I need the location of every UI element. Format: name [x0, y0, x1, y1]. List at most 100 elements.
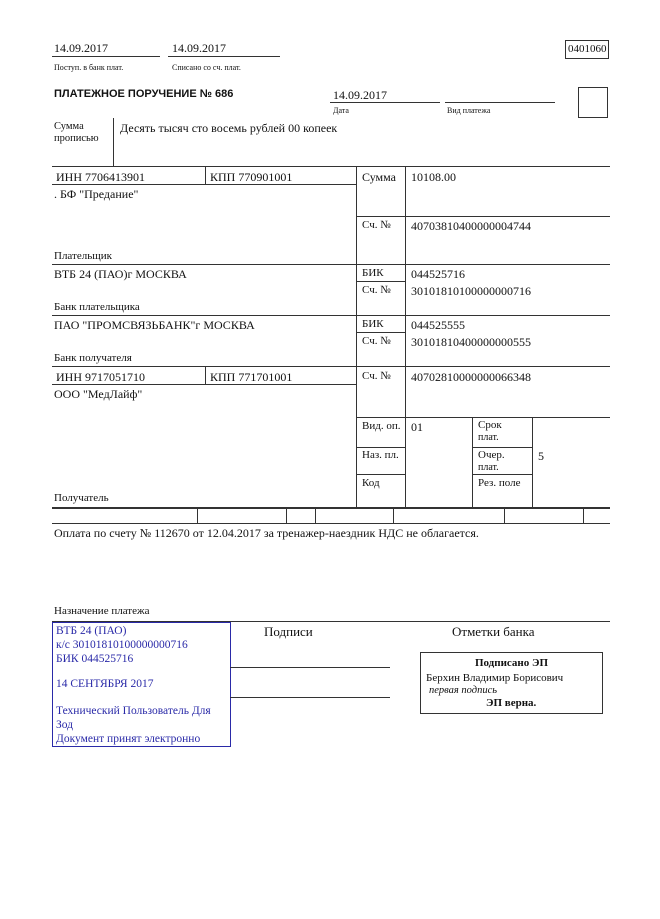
divider — [445, 102, 555, 103]
divider — [197, 507, 198, 523]
rez-label: Рез. поле — [478, 477, 521, 489]
payee-bank-name: ПАО "ПРОМСВЯЗЬБАНК"г МОСКВА — [54, 318, 255, 332]
stamp-line: к/с 30101810100000000716 — [56, 639, 188, 651]
payment-type-label: Вид платежа — [447, 106, 491, 115]
payment-purpose: Оплата по счету № 112670 от 12.04.2017 з… — [54, 526, 479, 540]
signature-line — [230, 667, 390, 668]
divider — [52, 166, 610, 167]
payee-bank-account: 30101810400000000555 — [411, 335, 531, 349]
divider — [113, 118, 114, 166]
payer-bank-bik: 044525716 — [411, 267, 465, 281]
divider — [52, 523, 610, 524]
divider — [52, 56, 160, 57]
divider — [168, 56, 280, 57]
received-label: Поступ. в банк плат. — [54, 63, 124, 72]
divider — [583, 507, 584, 523]
divider — [52, 366, 610, 367]
debited-label: Списано со сч. плат. — [172, 63, 241, 72]
divider — [472, 447, 532, 448]
vid-op-value: 01 — [411, 420, 423, 434]
signature-verdict: ЭП верна. — [486, 697, 537, 709]
payer-inn: ИНН 7706413901 — [56, 170, 145, 184]
divider — [472, 417, 473, 507]
divider — [52, 621, 610, 622]
form-code-box: 0401060 — [565, 40, 609, 59]
signature-box: Подписано ЭП Берхин Владимир Борисович п… — [420, 652, 603, 714]
vid-op-label: Вид. оп. — [362, 420, 401, 432]
payee-account: 40702810000000066348 — [411, 370, 531, 384]
divider — [405, 166, 406, 507]
stamp-line: ВТБ 24 (ПАО) — [56, 625, 127, 637]
stamp-line: 14 СЕНТЯБРЯ 2017 — [56, 678, 154, 690]
divider — [504, 507, 505, 523]
sum-label: Сумма — [362, 170, 396, 184]
divider — [356, 166, 357, 507]
account-label: Сч. № — [362, 370, 391, 382]
account-label: Сч. № — [362, 219, 391, 231]
naz-pl-label: Наз. пл. — [362, 449, 399, 461]
bank-stamp: ВТБ 24 (ПАО) к/с 30101810100000000716 БИ… — [52, 622, 231, 747]
stamp-line: Технический Пользователь Для — [56, 705, 211, 717]
date-label: Дата — [333, 106, 349, 115]
payee-bank-label: Банк получателя — [54, 352, 132, 364]
bik-label: БИК — [362, 318, 384, 330]
divider — [205, 366, 206, 384]
divider — [52, 264, 610, 265]
stamp-line: Зод — [56, 719, 74, 731]
divider — [472, 474, 532, 475]
divider — [286, 507, 287, 523]
payer-bank-label: Банк плательщика — [54, 301, 140, 313]
received-date: 14.09.2017 — [54, 41, 108, 55]
page-title: ПЛАТЕЖНОЕ ПОРУЧЕНИЕ № 686 — [54, 88, 234, 100]
divider — [52, 384, 356, 385]
account-label: Сч. № — [362, 335, 391, 347]
divider — [52, 507, 610, 509]
payee-inn: ИНН 9717051710 — [56, 370, 145, 384]
payee-name: ООО "МедЛайф" — [54, 387, 143, 401]
signer-role: первая подпись — [429, 685, 498, 696]
signatures-label: Подписи — [264, 624, 313, 639]
payer-bank-account: 30101810100000000716 — [411, 284, 531, 298]
payment-type-box — [578, 87, 608, 118]
ocher-value: 5 — [538, 449, 544, 463]
divider — [315, 507, 316, 523]
divider — [52, 184, 356, 185]
form-code: 0401060 — [568, 43, 607, 55]
stamp-line: Документ принят электронно — [56, 733, 201, 745]
bik-label: БИК — [362, 267, 384, 279]
signature-line — [230, 697, 390, 698]
payee-kpp: КПП 771701001 — [210, 370, 293, 384]
divider — [356, 417, 610, 418]
payer-bank-name: ВТБ 24 (ПАО)г МОСКВА — [54, 267, 187, 281]
divider — [356, 447, 405, 448]
ocher-label: Очер. — [478, 449, 505, 461]
divider — [356, 281, 405, 282]
divider — [356, 474, 405, 475]
bank-marks-label: Отметки банка — [452, 624, 535, 639]
payee-bank-bik: 044525555 — [411, 318, 465, 332]
divider — [356, 216, 610, 217]
amount: 10108.00 — [411, 170, 456, 184]
divider — [393, 507, 394, 523]
stamp-line: БИК 044525716 — [56, 653, 134, 665]
payer-label: Плательщик — [54, 250, 112, 262]
divider — [330, 102, 440, 103]
divider — [52, 315, 610, 316]
divider — [205, 166, 206, 184]
divider — [532, 417, 533, 507]
divider — [356, 332, 405, 333]
order-date: 14.09.2017 — [333, 88, 387, 102]
payer-account: 40703810400000004744 — [411, 219, 531, 233]
amount-words-label: прописью — [54, 133, 99, 144]
kod-label: Код — [362, 477, 380, 489]
debited-date: 14.09.2017 — [172, 41, 226, 55]
payer-name: . БФ "Предание" — [54, 187, 139, 201]
purpose-label: Назначение платежа — [54, 605, 150, 617]
amount-words-label: Сумма — [54, 121, 84, 132]
ocher-label: плат. — [478, 462, 499, 473]
amount-words: Десять тысяч сто восемь рублей 00 копеек — [120, 121, 338, 135]
signer-name: Берхин Владимир Борисович — [426, 672, 564, 684]
srok-label: Срок — [478, 419, 502, 431]
payer-kpp: КПП 770901001 — [210, 170, 293, 184]
